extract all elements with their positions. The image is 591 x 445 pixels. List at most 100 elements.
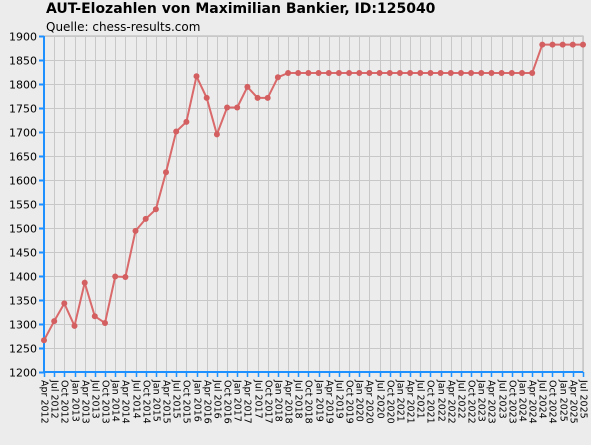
data-point (468, 70, 475, 76)
data-point (458, 70, 464, 76)
x-tick-label: Jul 2016 (212, 379, 223, 419)
x-tick-label: Jul 2023 (497, 379, 508, 419)
y-tick-label: 1550 (9, 199, 37, 212)
x-tick-label: Apr 2016 (202, 380, 213, 424)
x-tick-label: Apr 2020 (364, 380, 375, 424)
data-point (325, 70, 332, 76)
x-tick-label: Oct 2023 (507, 380, 518, 424)
data-point (386, 70, 393, 76)
data-point (112, 273, 119, 280)
x-tick-label: Jul 2025 (578, 379, 589, 419)
data-point (142, 215, 149, 222)
x-tick-label: Jul 2020 (375, 379, 386, 419)
data-point (427, 70, 434, 76)
data-point (508, 70, 515, 76)
x-tick-label: Apr 2019 (324, 380, 335, 424)
y-tick-label: 1600 (9, 175, 37, 188)
x-tick-label: Jan 2016 (192, 379, 203, 422)
x-tick-label: Apr 2025 (568, 380, 579, 424)
x-tick-label: Apr 2017 (242, 380, 253, 424)
x-tick-label: Jan 2020 (354, 379, 365, 422)
data-point (51, 318, 58, 325)
data-point (295, 70, 302, 76)
data-point (71, 322, 78, 329)
x-tick-label: Apr 2024 (527, 380, 538, 424)
data-point (498, 70, 505, 76)
x-tick-label: Jul 2024 (537, 379, 548, 419)
x-tick-label: Apr 2022 (446, 380, 457, 424)
data-point (163, 169, 169, 176)
data-point (376, 70, 383, 76)
x-tick-label: Oct 2013 (100, 380, 111, 424)
data-point (91, 313, 98, 320)
data-point (488, 70, 495, 76)
data-point (559, 41, 566, 48)
data-point (274, 74, 281, 81)
x-tick-label: Jan 2025 (558, 379, 569, 422)
x-tick-label: Apr 2023 (486, 380, 497, 424)
data-point (315, 70, 322, 76)
x-tick-label: Jul 2019 (334, 379, 345, 419)
x-tick-label: Jul 2014 (131, 379, 142, 419)
x-tick-label: Apr 2015 (161, 380, 172, 424)
data-point (234, 104, 241, 111)
x-tick-label: Oct 2022 (466, 380, 477, 424)
data-point (132, 227, 139, 234)
x-tick-label: Jul 2015 (171, 379, 182, 419)
x-tick-label: Oct 2021 (425, 380, 436, 424)
x-tick-label: Jan 2014 (110, 379, 121, 422)
y-tick-label: 1200 (9, 367, 37, 380)
data-point (224, 104, 231, 111)
x-tick-label: Jan 2023 (476, 379, 487, 422)
data-point (81, 279, 88, 286)
chart-subtitle: Quelle: chess-results.com (46, 20, 201, 34)
data-point (396, 70, 403, 76)
x-tick-label: Oct 2018 (303, 380, 314, 424)
y-tick-label: 1300 (9, 319, 37, 332)
data-point (152, 206, 159, 213)
data-point (569, 41, 576, 48)
x-tick-label: Jan 2015 (151, 379, 162, 422)
y-tick-label: 1750 (9, 103, 37, 116)
data-point (102, 320, 108, 326)
x-tick-label: Apr 2018 (283, 380, 294, 424)
data-point (264, 94, 271, 101)
x-tick-label: Jan 2024 (517, 379, 528, 422)
x-tick-label: Apr 2021 (405, 380, 416, 424)
data-point (407, 70, 414, 76)
data-point (346, 70, 353, 76)
data-point (41, 337, 47, 344)
data-point (193, 73, 200, 80)
data-point (447, 70, 454, 76)
x-tick-label: Oct 2017 (263, 380, 274, 424)
data-point (61, 300, 68, 307)
x-tick-label: Jul 2013 (90, 379, 101, 419)
data-point (244, 83, 251, 90)
y-tick-label: 1850 (9, 55, 37, 68)
data-point (183, 118, 190, 125)
data-point (254, 94, 261, 101)
x-tick-label: Oct 2019 (344, 380, 355, 424)
x-tick-label: Apr 2014 (120, 380, 131, 424)
data-point (122, 274, 129, 280)
data-point (580, 41, 586, 48)
y-tick-label: 1500 (9, 223, 37, 236)
y-tick-label: 1650 (9, 151, 37, 164)
data-point (285, 70, 292, 76)
x-tick-label: Jul 2021 (415, 379, 426, 419)
x-tick-label: Apr 2013 (80, 380, 91, 424)
data-point (539, 41, 546, 48)
x-tick-label: Jan 2018 (273, 379, 284, 422)
x-tick-label: Jul 2018 (293, 379, 304, 419)
data-point (519, 70, 525, 76)
x-tick-label: Jan 2017 (232, 379, 243, 422)
x-tick-label: Jul 2022 (456, 379, 467, 419)
x-tick-label: Oct 2012 (59, 380, 70, 424)
x-tick-label: Apr 2012 (39, 380, 50, 424)
data-point (417, 70, 424, 76)
x-tick-label: Oct 2015 (181, 380, 192, 424)
y-tick-label: 1400 (9, 271, 37, 284)
x-tick-label: Oct 2020 (385, 380, 396, 424)
